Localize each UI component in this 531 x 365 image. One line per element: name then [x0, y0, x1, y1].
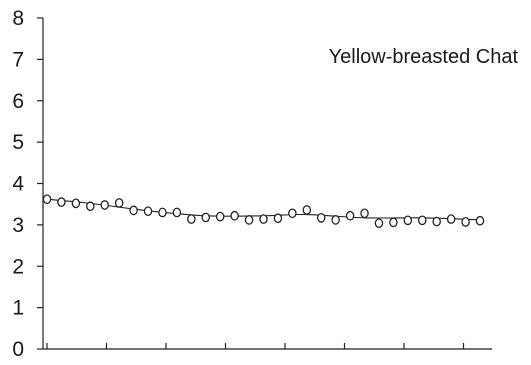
- data-point: [288, 208, 297, 219]
- data-point: [475, 215, 485, 226]
- data-point: [302, 205, 312, 215]
- data-point: [403, 215, 413, 226]
- data-point: [57, 197, 66, 207]
- data-point: [129, 205, 138, 216]
- data-point: [374, 218, 384, 229]
- data-point: [316, 212, 326, 223]
- data-point: [432, 216, 441, 227]
- y-tick-label: 0: [12, 338, 24, 361]
- data-point: [42, 194, 52, 205]
- data-point: [114, 198, 124, 208]
- y-tick-label: 6: [12, 90, 24, 113]
- data-point: [172, 207, 182, 218]
- data-point: [100, 200, 109, 210]
- data-point: [360, 208, 369, 219]
- data-point: [244, 215, 254, 225]
- data-point: [215, 211, 225, 222]
- data-point: [446, 214, 456, 224]
- data-point: [418, 215, 427, 226]
- data-point: [259, 214, 268, 224]
- y-tick-label: 1: [12, 297, 24, 320]
- data-point: [86, 201, 95, 212]
- data-point: [187, 214, 196, 224]
- data-point: [273, 213, 283, 224]
- y-ticks: 0 1 2 3 4 5 6 7 8: [12, 7, 43, 361]
- y-tick-label: 4: [12, 173, 24, 196]
- y-tick-label: 7: [12, 48, 24, 71]
- data-point: [201, 212, 211, 223]
- y-tick-label: 8: [12, 7, 24, 30]
- data-point: [158, 207, 167, 218]
- data-point: [389, 217, 398, 228]
- data-points: [42, 194, 485, 229]
- x-ticks: [46, 343, 465, 349]
- data-point: [345, 210, 355, 221]
- y-tick-label: 2: [12, 255, 24, 278]
- data-point: [230, 210, 239, 221]
- data-point: [71, 198, 81, 209]
- y-tick-label: 3: [12, 214, 24, 237]
- chart-title: Yellow-breasted Chat: [329, 46, 519, 68]
- y-tick-label: 5: [12, 131, 24, 154]
- data-point: [461, 217, 470, 227]
- data-point: [331, 215, 340, 225]
- data-point: [143, 206, 153, 217]
